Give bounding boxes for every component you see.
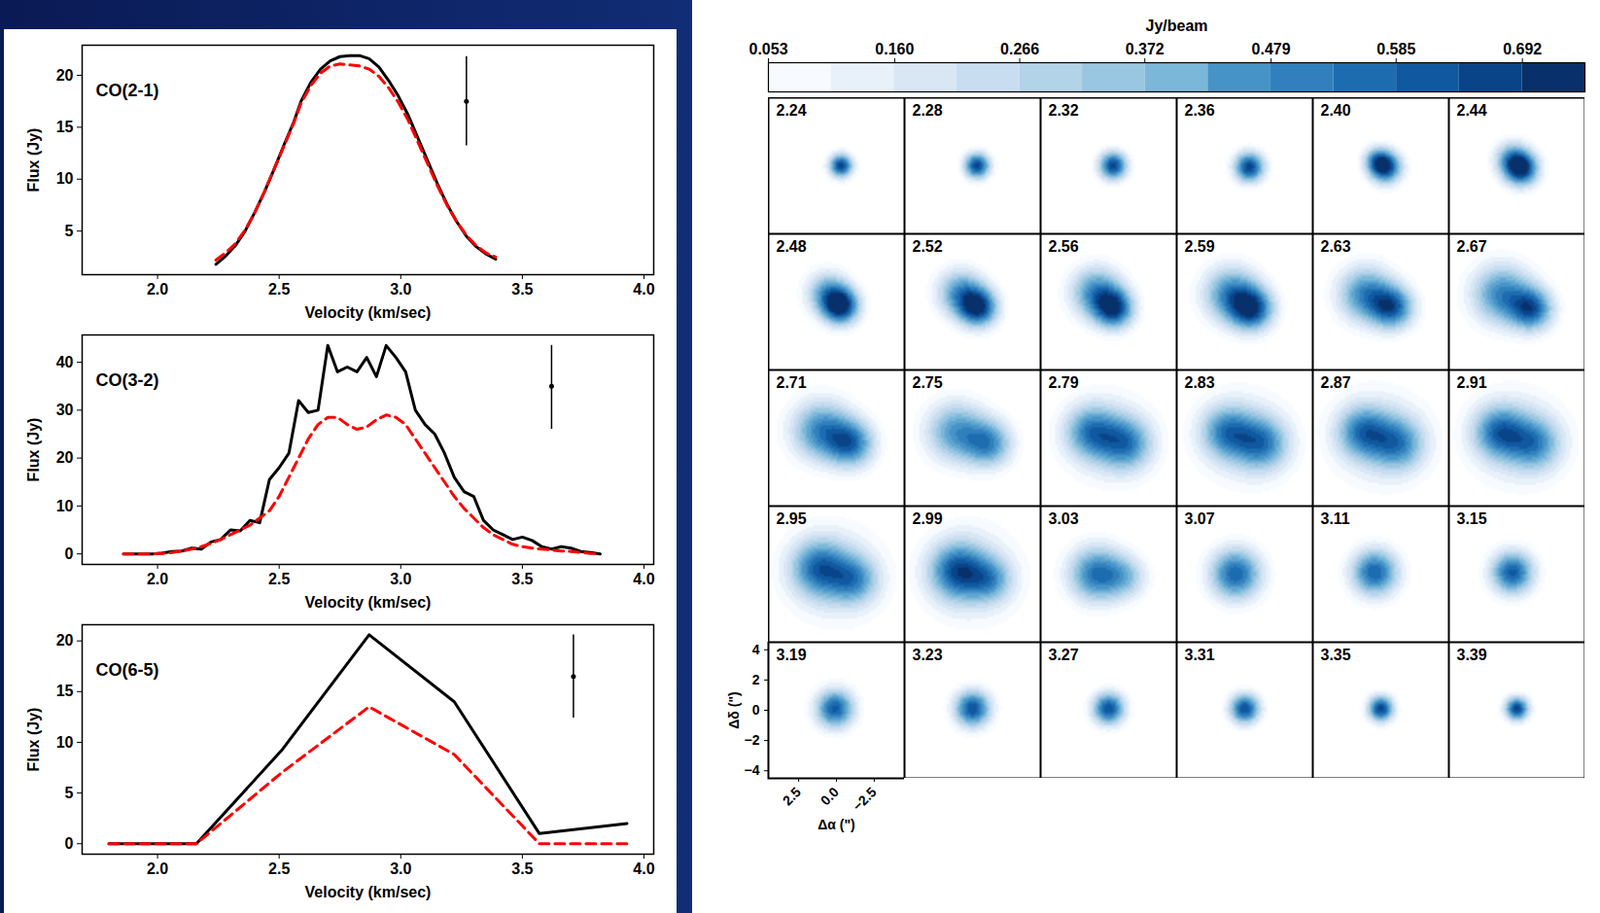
svg-text:3.0: 3.0 <box>389 570 412 588</box>
svg-text:4.0: 4.0 <box>632 860 655 877</box>
svg-text:2.5: 2.5 <box>268 860 290 877</box>
svg-text:Flux (Jy): Flux (Jy) <box>25 417 42 483</box>
svg-text:10: 10 <box>56 497 74 515</box>
svg-text:20: 20 <box>56 631 74 649</box>
svg-text:Velocity (km/sec): Velocity (km/sec) <box>305 304 432 321</box>
svg-text:4.0: 4.0 <box>632 570 655 588</box>
svg-text:3.0: 3.0 <box>389 280 412 298</box>
svg-text:Δδ ("): Δδ (") <box>726 691 742 729</box>
svg-text:0: 0 <box>65 545 74 562</box>
svg-text:2.91: 2.91 <box>1457 374 1488 391</box>
svg-text:2.5: 2.5 <box>268 570 290 588</box>
svg-text:2.36: 2.36 <box>1184 102 1216 119</box>
svg-text:CO(6-5): CO(6-5) <box>96 660 160 680</box>
svg-text:2.5: 2.5 <box>268 280 290 298</box>
svg-text:Flux (Jy): Flux (Jy) <box>25 128 42 193</box>
svg-text:2.0: 2.0 <box>146 280 169 298</box>
svg-text:0.160: 0.160 <box>874 40 914 58</box>
svg-text:3.11: 3.11 <box>1321 510 1351 527</box>
svg-text:5: 5 <box>65 222 74 240</box>
svg-text:0.372: 0.372 <box>1125 40 1165 58</box>
svg-text:10: 10 <box>56 170 74 187</box>
svg-text:2.5: 2.5 <box>779 783 804 808</box>
svg-text:2.24: 2.24 <box>776 102 807 119</box>
svg-text:3.5: 3.5 <box>511 280 533 298</box>
svg-text:Velocity (km/sec): Velocity (km/sec) <box>305 593 432 611</box>
svg-text:2.99: 2.99 <box>912 510 943 527</box>
svg-text:2.95: 2.95 <box>776 510 807 527</box>
svg-text:15: 15 <box>56 682 74 699</box>
svg-text:2.87: 2.87 <box>1321 374 1352 391</box>
svg-text:0.053: 0.053 <box>748 40 788 58</box>
svg-text:2.59: 2.59 <box>1184 238 1216 255</box>
svg-text:3.23: 3.23 <box>912 646 943 663</box>
svg-text:−2: −2 <box>744 731 761 748</box>
svg-text:0.585: 0.585 <box>1376 40 1416 58</box>
svg-text:Flux (Jy): Flux (Jy) <box>25 707 42 772</box>
svg-text:2.83: 2.83 <box>1184 374 1216 391</box>
svg-text:2.32: 2.32 <box>1048 102 1079 119</box>
svg-text:3.5: 3.5 <box>511 860 533 877</box>
svg-text:2.0: 2.0 <box>146 570 169 588</box>
svg-text:3.03: 3.03 <box>1048 510 1079 527</box>
svg-text:CO(2-1): CO(2-1) <box>96 80 160 101</box>
svg-text:2: 2 <box>752 671 761 688</box>
svg-text:3.5: 3.5 <box>511 570 533 588</box>
svg-text:2.63: 2.63 <box>1321 238 1352 255</box>
svg-text:3.07: 3.07 <box>1184 510 1216 527</box>
svg-text:2.79: 2.79 <box>1048 374 1079 391</box>
svg-text:2.52: 2.52 <box>912 238 943 255</box>
svg-text:2.48: 2.48 <box>776 238 807 255</box>
svg-text:2.0: 2.0 <box>146 860 169 877</box>
svg-text:0.266: 0.266 <box>1000 40 1040 58</box>
svg-text:20: 20 <box>56 67 74 84</box>
svg-text:0.0: 0.0 <box>817 783 842 808</box>
svg-text:3.31: 3.31 <box>1184 646 1216 663</box>
svg-text:3.15: 3.15 <box>1457 510 1488 527</box>
svg-text:40: 40 <box>56 353 74 371</box>
svg-text:−4: −4 <box>744 762 761 778</box>
svg-text:4: 4 <box>752 641 761 658</box>
svg-text:2.44: 2.44 <box>1457 102 1488 119</box>
svg-text:2.71: 2.71 <box>776 374 807 391</box>
svg-text:Jy/beam: Jy/beam <box>1145 17 1208 35</box>
svg-text:2.40: 2.40 <box>1321 102 1352 119</box>
svg-text:3.19: 3.19 <box>776 646 807 663</box>
svg-text:5: 5 <box>65 784 74 801</box>
svg-text:Δα ("): Δα (") <box>817 816 856 833</box>
svg-text:2.67: 2.67 <box>1457 238 1488 255</box>
svg-text:0.479: 0.479 <box>1252 40 1291 58</box>
svg-text:CO(3-2): CO(3-2) <box>96 370 160 390</box>
svg-text:3.35: 3.35 <box>1321 646 1352 663</box>
svg-text:0.692: 0.692 <box>1502 40 1542 58</box>
svg-text:20: 20 <box>56 449 74 466</box>
svg-text:Velocity (km/sec): Velocity (km/sec) <box>305 883 432 901</box>
svg-text:15: 15 <box>56 118 74 136</box>
svg-text:2.75: 2.75 <box>912 374 943 391</box>
svg-text:4.0: 4.0 <box>632 280 655 298</box>
svg-text:30: 30 <box>56 401 74 418</box>
svg-text:3.27: 3.27 <box>1048 646 1079 663</box>
svg-text:3.0: 3.0 <box>389 860 412 877</box>
svg-text:2.28: 2.28 <box>912 102 943 119</box>
svg-text:−2.5: −2.5 <box>849 783 880 814</box>
svg-text:0: 0 <box>752 701 761 718</box>
svg-text:0: 0 <box>65 834 74 852</box>
svg-text:3.39: 3.39 <box>1457 646 1488 663</box>
svg-text:10: 10 <box>56 733 74 751</box>
svg-text:2.56: 2.56 <box>1048 238 1079 255</box>
